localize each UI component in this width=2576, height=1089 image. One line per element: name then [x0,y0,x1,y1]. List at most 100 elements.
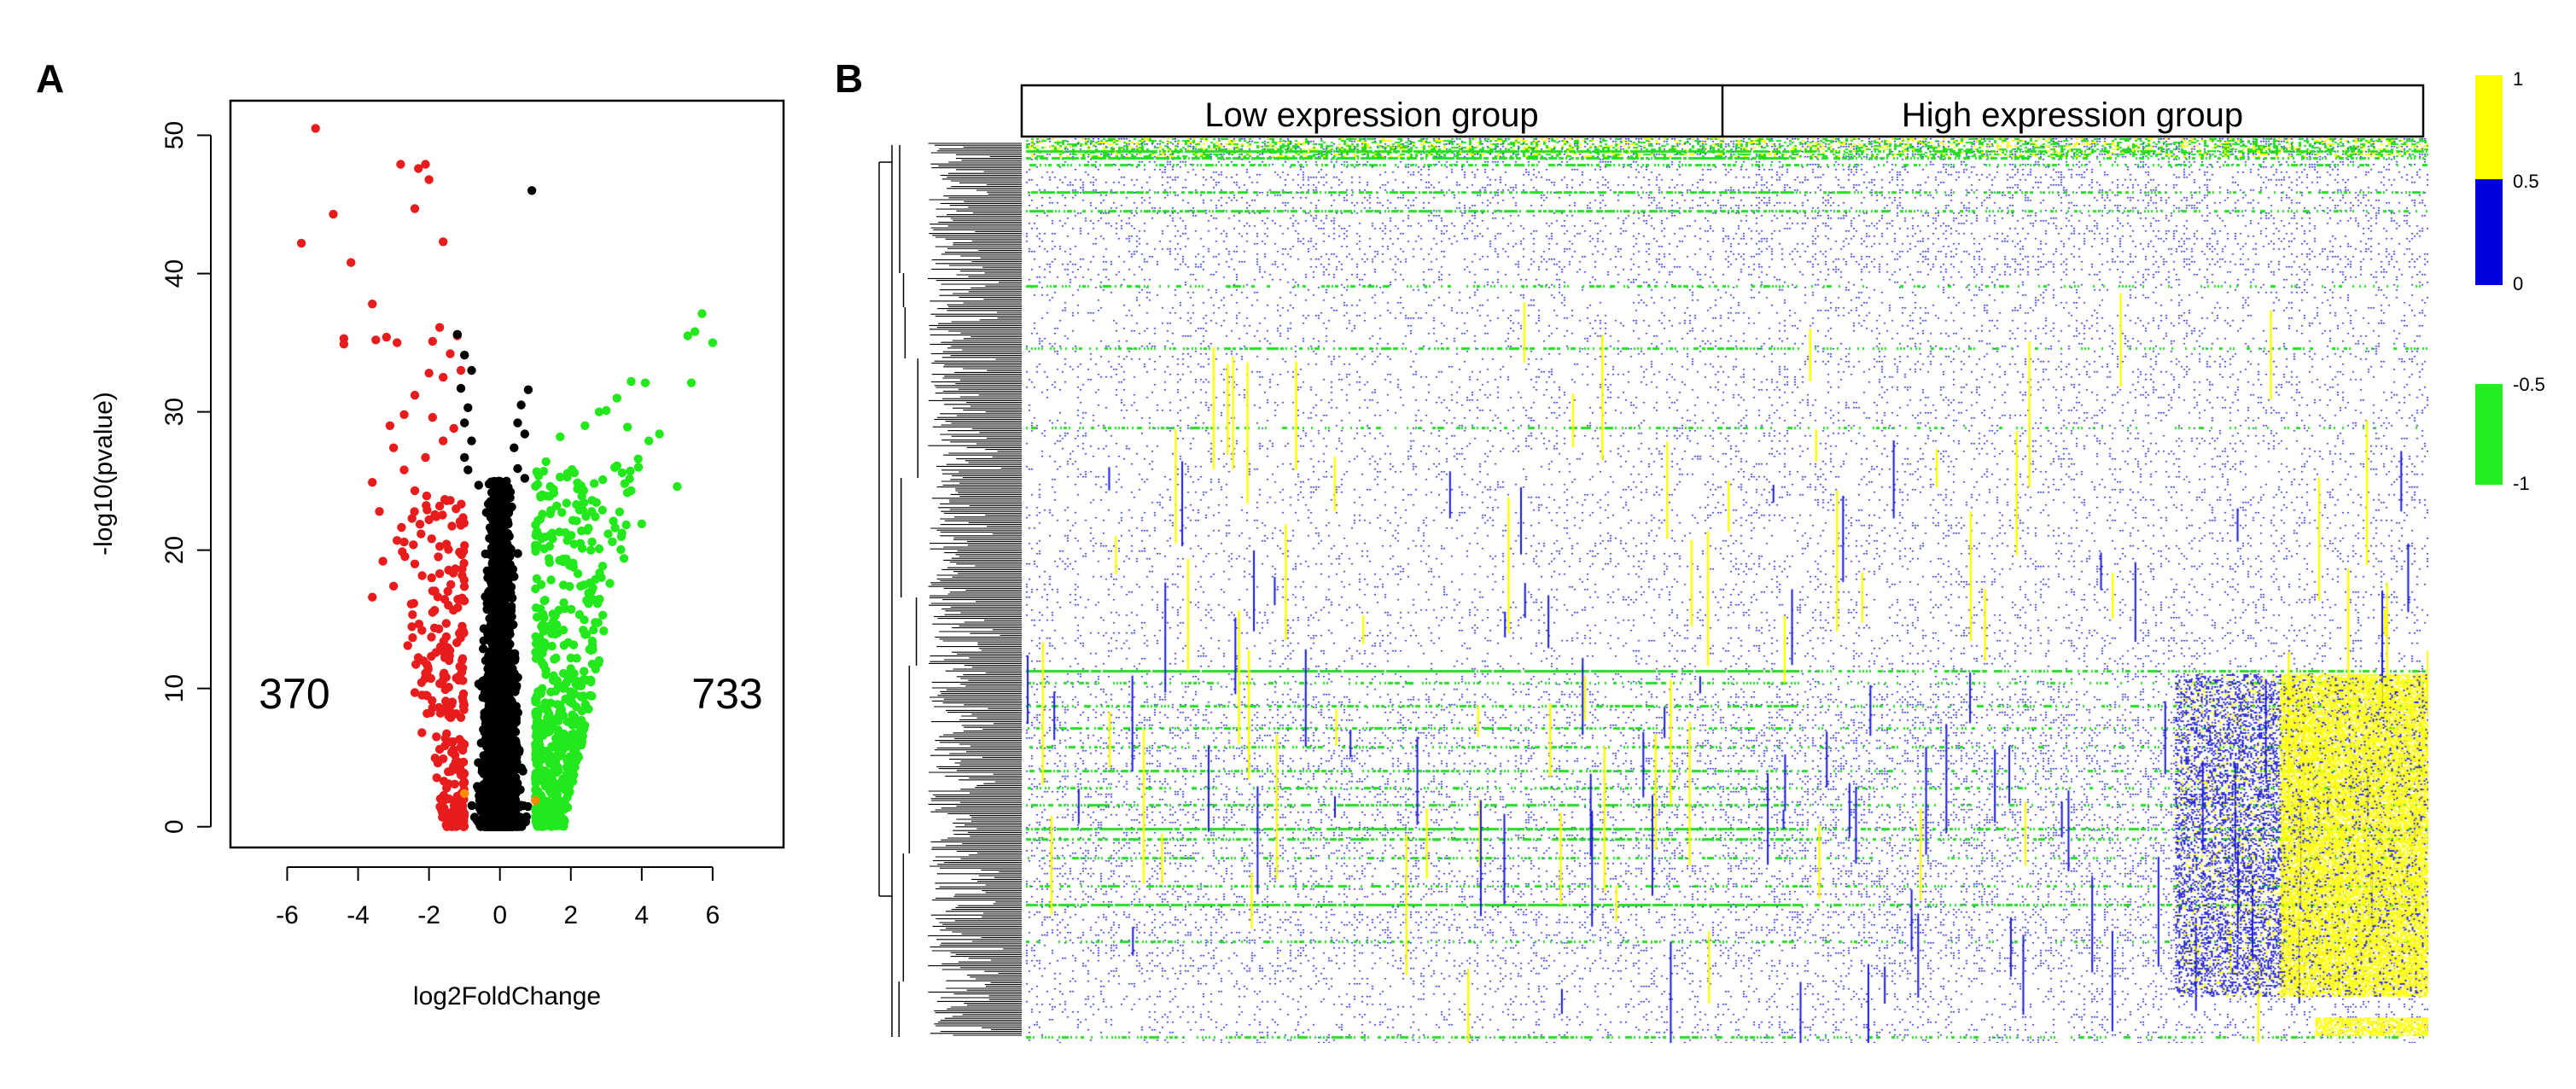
volcano-point-ns [499,550,510,560]
color-legend: 1 0.5 0 -0.5 -1 [2475,68,2545,494]
volcano-point-up [549,485,558,494]
volcano-point-down [448,568,458,578]
volcano-point-ns [484,782,494,792]
volcano-point-up [582,596,592,605]
volcano-point-ns [509,745,518,754]
volcano-point-ns [480,688,490,698]
volcano-point-up [597,562,608,571]
volcano-point-up [550,741,559,751]
volcano-point-down [417,678,427,687]
volcano-point-down [371,335,381,345]
volcano-point-down [442,779,452,789]
volcano-point-ns [484,767,493,777]
volcano-point-ns [486,550,495,560]
volcano-point-not-significant [460,418,469,428]
volcano-point-up [580,667,589,676]
volcano-point-down [434,569,445,579]
volcano-point-ns [501,807,510,817]
volcano-point-down [393,536,402,545]
volcano-point-down [431,648,441,657]
volcano-point-up [568,515,578,525]
volcano-point-ns [475,803,484,812]
volcano-point-up [552,789,562,798]
volcano-point-ns [475,791,484,801]
volcano-point-ns [516,813,525,823]
volcano-point-down [446,496,455,505]
volcano-point-down [399,537,409,547]
y-tick-label: 0 [160,819,189,834]
volcano-point-down [457,743,466,753]
volcano-point-down [397,522,406,533]
volcano-point-up [563,638,573,647]
volcano-point-up [556,432,565,441]
volcano-point-down [452,673,461,683]
volcano-point-ns [489,813,499,823]
volcano-point-down [410,688,420,697]
volcano-point-down [439,436,448,446]
volcano-point-up [584,523,593,533]
volcano-point-up [541,670,551,679]
volcano-point-up [559,598,568,608]
volcano-point-down [457,499,466,509]
volcano-point-ns [479,644,488,654]
volcano-point-ns [501,745,510,754]
volcano-point-down [444,544,453,554]
volcano-point-up [585,578,595,588]
volcano-point-ns [498,583,507,592]
volcano-point-ns [492,765,502,774]
volcano-points [296,124,718,831]
volcano-point-up [633,454,643,463]
volcano-point-down [458,696,468,706]
volcano-point-up [585,644,594,655]
volcano-point-up [546,575,556,585]
volcano-point-up [589,625,598,635]
volcano-point-up [552,620,562,630]
volcano-point-up [533,760,544,771]
volcano-point-ns [467,801,476,811]
volcano-point-up [531,722,540,732]
x-tick-label: 2 [563,901,578,929]
volcano-point-up [536,809,545,818]
volcano-point-ns [512,681,522,690]
volcano-point-down [421,668,430,678]
volcano-point-up [562,498,571,508]
volcano-point-not-significant [520,474,529,483]
volcano-point-up [537,533,546,544]
volcano-point-up [569,468,580,478]
volcano-point-up [627,376,636,387]
volcano-point-up [555,527,564,537]
volcano-point-down [403,641,412,650]
row-dendrogram [878,143,1022,1037]
volcano-point-down [459,812,469,823]
volcano-point-down [440,703,451,713]
volcano-point-ns [515,822,524,831]
volcano-point-up [541,641,551,650]
volcano-point-up [547,810,557,819]
volcano-point-up [617,528,627,538]
legend-label-neg-0-5: -0.5 [2513,374,2545,395]
volcano-point-up [598,475,608,485]
volcano-point-not-significant [460,452,469,463]
volcano-point-up [550,655,559,664]
volcano-point-up [552,714,562,724]
volcano-point-up [572,681,582,690]
volcano-point-ns [507,697,516,707]
volcano-point-up [627,486,636,496]
volcano-point-up [558,668,568,678]
volcano-point-up [619,554,629,563]
volcano-point-up [536,492,545,502]
legend-blue-swatch [2475,179,2503,285]
volcano-point-ns [510,801,520,810]
volcano-point-ns [482,719,492,729]
volcano-plot: -6 -4 -2 0 2 4 6 0 10 20 30 40 50 log2FoldChange -lo… [90,99,785,1010]
volcano-point-up [595,568,604,578]
volcano-point-down [427,573,436,583]
volcano-point-ns [481,738,491,748]
x-tick-label: -4 [347,901,370,929]
volcano-point-down [382,332,391,342]
volcano-point-up [546,687,556,696]
volcano-point-up [542,622,551,632]
volcano-point-down [441,820,451,830]
volcano-point-down [329,209,338,219]
